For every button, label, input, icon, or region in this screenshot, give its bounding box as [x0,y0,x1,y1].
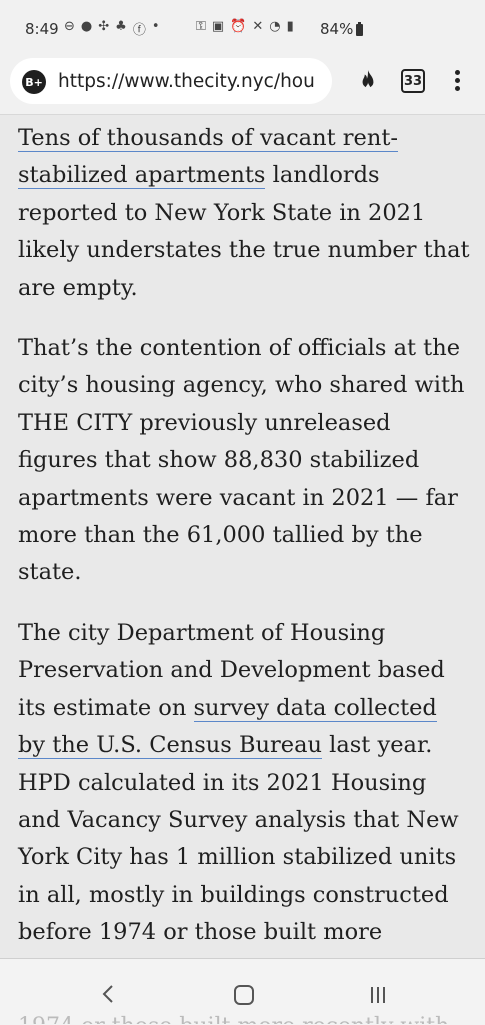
home-icon[interactable] [234,985,254,1005]
system-nav-bar [0,958,485,1025]
paragraph-2: That’s the contention of officials at th… [18,335,465,586]
flame-icon[interactable] [355,68,381,94]
system-icons: ⚿ ▣ ⏰ ✕ ◔ ▮ [196,19,294,34]
paragraph-1: Tens of thousands of vacant rent-stabili… [18,120,470,307]
article-body: Tens of thousands of vacant rent-stabili… [18,120,470,1012]
scrolled-text-peek: 1974 or those built more recently with [18,1014,468,1024]
alarm-icon: ⏰ [230,19,247,34]
article-link-vacant-apartments[interactable]: Tens of thousands of vacant rent-stabili… [18,125,398,190]
tab-switcher-button[interactable]: 33 [401,69,425,93]
browser-toolbar: B+ https://www.thecity.nyc/hou 33 [0,56,485,115]
url-text[interactable]: https://www.thecity.nyc/hou [58,71,315,92]
paragraph-3-text-start: The city Department of Housing Preservat… [18,619,445,721]
battery-icon [356,22,363,36]
recents-icon[interactable] [371,987,385,1003]
slack-icon: ✣ [98,19,110,34]
paragraph-1-text: landlords reported to New York State in … [18,162,470,301]
mute-icon: ✕ [252,19,264,34]
lock-icon: ▣ [211,19,225,34]
facebook-icon: ⓕ [132,23,146,38]
status-bar: 8:49 ⊖ ● ✣ ♣ ⓕ • ⚿ ▣ ⏰ ✕ ◔ ▮ 84% [0,0,485,56]
app-icon: ● [80,19,93,34]
app-icon: ♣ [115,19,127,34]
status-time: 8:49 [25,20,59,38]
minus-circle-icon: ⊖ [64,19,75,34]
paragraph-3: The city Department of Housing Preservat… [18,615,470,989]
address-bar[interactable]: B+ https://www.thecity.nyc/hou [10,58,332,104]
wifi-icon: ◔ [269,19,281,34]
back-icon[interactable] [100,983,116,1005]
more-menu-icon[interactable] [452,68,462,94]
battery-percent: 84% [320,20,354,38]
notification-icons: ⊖ ● ✣ ♣ ⓕ • [64,19,160,38]
article-link-census-survey[interactable]: survey data collected by the U.S. Census… [18,694,437,760]
signal-icon: ▮ [286,19,294,34]
site-badge-icon[interactable]: B+ [22,70,46,94]
key-icon: ⚿ [196,19,206,34]
paragraph-3-text-rest: last year. HPD calculated in its 2021 Ho… [18,732,459,982]
more-notifications-icon: • [151,19,160,34]
